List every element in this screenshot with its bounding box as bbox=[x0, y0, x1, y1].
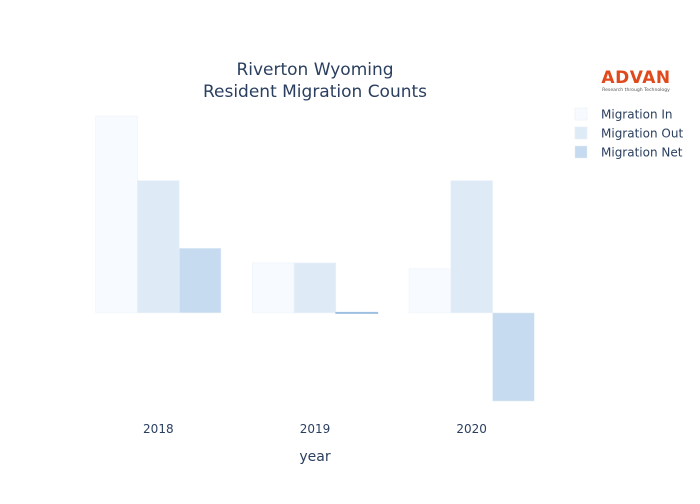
legend-swatch-migration-out[interactable] bbox=[574, 126, 588, 140]
x-tick-labels: 2018 2019 2020 bbox=[143, 422, 487, 436]
x-tick-label: 2019 bbox=[300, 422, 331, 436]
advan-logo: ADVAN Research through Technology bbox=[601, 68, 670, 93]
x-tick-label: 2020 bbox=[456, 422, 487, 436]
bar-migration-net-2018[interactable] bbox=[178, 247, 222, 314]
legend-swatch-migration-in[interactable] bbox=[574, 107, 588, 121]
bar-migration-net-2019[interactable] bbox=[335, 311, 379, 314]
bar-migration-in-2019[interactable] bbox=[252, 262, 295, 314]
bar-migration-in-2020[interactable] bbox=[408, 268, 452, 314]
bar-migration-out-2018[interactable] bbox=[137, 180, 180, 314]
x-tick-label: 2018 bbox=[143, 422, 174, 436]
x-axis-label: year bbox=[299, 449, 330, 465]
bar-migration-out-2020[interactable] bbox=[450, 180, 493, 314]
legend-swatch-migration-net[interactable] bbox=[574, 145, 588, 159]
bars-layer bbox=[95, 115, 535, 402]
bar-migration-net-2020[interactable] bbox=[492, 312, 535, 402]
legend-label-migration-in[interactable]: Migration In bbox=[601, 108, 673, 122]
chart-subtitle: Resident Migration Counts bbox=[203, 82, 427, 102]
logo-tagline: Research through Technology bbox=[602, 87, 670, 93]
bar-migration-in-2018[interactable] bbox=[95, 115, 138, 314]
legend-label-migration-net[interactable]: Migration Net bbox=[601, 146, 683, 160]
chart-title: Riverton Wyoming bbox=[236, 60, 393, 80]
legend: Migration In Migration Out Migration Net bbox=[574, 107, 683, 160]
legend-label-migration-out[interactable]: Migration Out bbox=[601, 127, 683, 141]
bar-migration-out-2019[interactable] bbox=[293, 262, 337, 314]
logo-name: ADVAN bbox=[601, 68, 670, 88]
